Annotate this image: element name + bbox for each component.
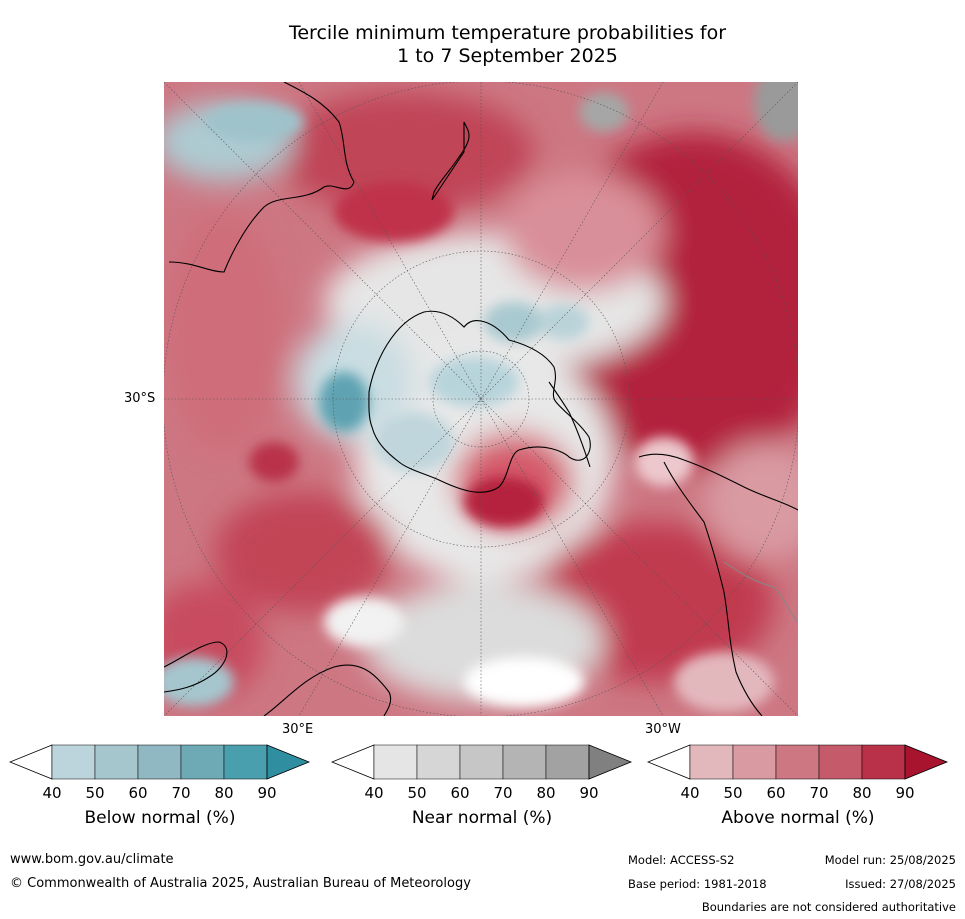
footer-issued: Issued: 27/08/2025 bbox=[845, 877, 956, 891]
colorbar-segment bbox=[374, 745, 417, 779]
footer-model: Model: ACCESS-S2 bbox=[628, 853, 734, 867]
colorbar-segment bbox=[733, 745, 776, 779]
colorbar-ticks-above: 40 50 60 70 80 90 bbox=[647, 784, 949, 804]
colorbar-left-extend bbox=[10, 745, 52, 779]
colorbar-segment bbox=[862, 745, 905, 779]
tick-label: 90 bbox=[895, 784, 914, 802]
colorbar-segment bbox=[224, 745, 267, 779]
tick-label: 90 bbox=[257, 784, 276, 802]
colorbar-segment bbox=[819, 745, 862, 779]
colorbar-above bbox=[647, 744, 949, 780]
lat-label-30s: 30°S bbox=[124, 391, 155, 406]
tick-label: 60 bbox=[128, 784, 147, 802]
legend-title-below: Below normal (%) bbox=[9, 808, 311, 828]
chart-title: Tercile minimum temperature probabilitie… bbox=[0, 22, 965, 68]
legend-title-near: Near normal (%) bbox=[331, 808, 633, 828]
colorbar-segment bbox=[546, 745, 589, 779]
tick-label: 90 bbox=[579, 784, 598, 802]
lon-label-30e: 30°E bbox=[282, 722, 313, 737]
colorbar-segment bbox=[690, 745, 733, 779]
footer-model-run: Model run: 25/08/2025 bbox=[825, 853, 956, 867]
tick-label: 60 bbox=[450, 784, 469, 802]
colorbar-near bbox=[331, 744, 633, 780]
tick-label: 50 bbox=[723, 784, 742, 802]
colorbar-segment bbox=[417, 745, 460, 779]
colorbar-left-extend bbox=[648, 745, 690, 779]
colorbar-segment bbox=[503, 745, 546, 779]
legend-title-above: Above normal (%) bbox=[647, 808, 949, 828]
footer-website: www.bom.gov.au/climate bbox=[10, 852, 174, 867]
tick-label: 80 bbox=[852, 784, 871, 802]
tick-label: 60 bbox=[766, 784, 785, 802]
tick-label: 40 bbox=[364, 784, 383, 802]
title-line-2: 1 to 7 September 2025 bbox=[0, 45, 965, 68]
tick-label: 80 bbox=[536, 784, 555, 802]
footer-disclaimer: Boundaries are not considered authoritat… bbox=[702, 900, 956, 914]
footer-base-period: Base period: 1981-2018 bbox=[628, 877, 767, 891]
colorbar-below bbox=[9, 744, 311, 780]
tick-label: 40 bbox=[680, 784, 699, 802]
probability-map bbox=[164, 82, 798, 716]
colorbar-segment bbox=[52, 745, 95, 779]
colorbar-ticks-below: 40 50 60 70 80 90 bbox=[9, 784, 311, 804]
tick-label: 40 bbox=[42, 784, 61, 802]
colorbar-right-extend bbox=[589, 745, 631, 779]
tick-label: 50 bbox=[407, 784, 426, 802]
colorbar-segment bbox=[776, 745, 819, 779]
colorbar-segment bbox=[460, 745, 503, 779]
lon-label-30w: 30°W bbox=[645, 722, 681, 737]
colorbar-ticks-near: 40 50 60 70 80 90 bbox=[331, 784, 633, 804]
tick-label: 70 bbox=[493, 784, 512, 802]
colorbar-segment bbox=[95, 745, 138, 779]
colorbar-segment bbox=[138, 745, 181, 779]
colorbar-segment bbox=[181, 745, 224, 779]
footer-copyright: © Commonwealth of Australia 2025, Austra… bbox=[10, 876, 471, 891]
tick-label: 80 bbox=[214, 784, 233, 802]
tick-label: 70 bbox=[171, 784, 190, 802]
tick-label: 70 bbox=[809, 784, 828, 802]
colorbar-left-extend bbox=[332, 745, 374, 779]
colorbar-right-extend bbox=[267, 745, 309, 779]
tick-label: 50 bbox=[85, 784, 104, 802]
title-line-1: Tercile minimum temperature probabilitie… bbox=[0, 22, 965, 45]
colorbar-right-extend bbox=[905, 745, 947, 779]
